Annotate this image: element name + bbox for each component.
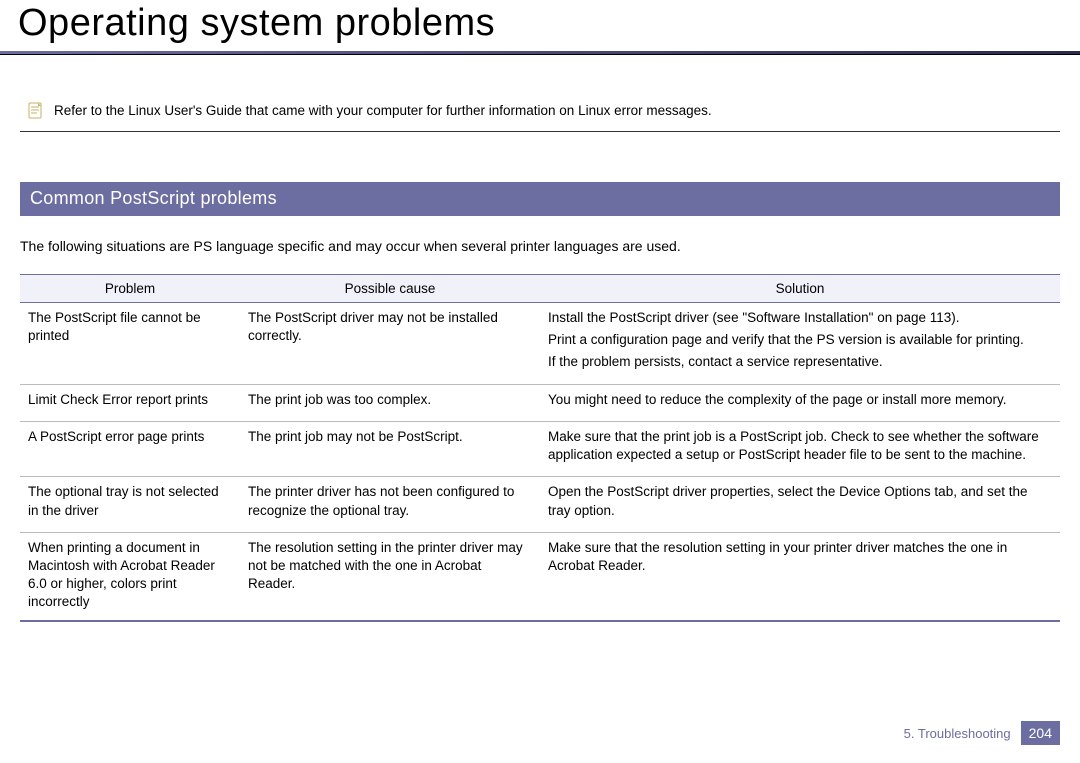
solution-line: Make sure that the print job is a PostSc… (548, 428, 1052, 464)
note-text: Refer to the Linux User's Guide that cam… (54, 101, 712, 118)
cell-cause: The PostScript driver may not be install… (240, 303, 540, 385)
table-row: A PostScript error page printsThe print … (20, 421, 1060, 476)
cell-problem: The PostScript file cannot be printed (20, 303, 240, 385)
solution-line: Print a configuration page and verify th… (548, 331, 1052, 349)
cell-problem: Limit Check Error report prints (20, 384, 240, 421)
cell-solution: Open the PostScript driver properties, s… (540, 477, 1060, 532)
solution-line: Make sure that the resolution setting in… (548, 539, 1052, 575)
cell-cause: The print job was too complex. (240, 384, 540, 421)
table-row: The optional tray is not selected in the… (20, 477, 1060, 532)
problems-table: Problem Possible cause Solution The Post… (20, 274, 1060, 622)
col-problem: Problem (20, 275, 240, 303)
section-intro: The following situations are PS language… (20, 238, 1060, 254)
cell-cause: The print job may not be PostScript. (240, 421, 540, 476)
cell-problem: When printing a document in Macintosh wi… (20, 532, 240, 620)
cell-solution: Make sure that the print job is a PostSc… (540, 421, 1060, 476)
cell-problem: The optional tray is not selected in the… (20, 477, 240, 532)
note-bar: Refer to the Linux User's Guide that cam… (20, 95, 1060, 132)
table-row: The PostScript file cannot be printedThe… (20, 303, 1060, 385)
col-solution: Solution (540, 275, 1060, 303)
page-number: 204 (1021, 721, 1060, 745)
cell-solution: Install the PostScript driver (see "Soft… (540, 303, 1060, 385)
solution-line: Install the PostScript driver (see "Soft… (548, 309, 1052, 327)
table-row: When printing a document in Macintosh wi… (20, 532, 1060, 620)
cell-problem: A PostScript error page prints (20, 421, 240, 476)
solution-line: Open the PostScript driver properties, s… (548, 483, 1052, 519)
cell-solution: You might need to reduce the complexity … (540, 384, 1060, 421)
note-icon (26, 101, 46, 121)
footer-chapter: 5. Troubleshooting (904, 726, 1011, 741)
cell-cause: The printer driver has not been configur… (240, 477, 540, 532)
table-row: Limit Check Error report printsThe print… (20, 384, 1060, 421)
page-footer: 5. Troubleshooting 204 (904, 721, 1060, 745)
cell-solution: Make sure that the resolution setting in… (540, 532, 1060, 620)
title-underline (0, 51, 1080, 55)
section-header: Common PostScript problems (20, 182, 1060, 216)
col-cause: Possible cause (240, 275, 540, 303)
page-title: Operating system problems (0, 0, 1080, 51)
table-header-row: Problem Possible cause Solution (20, 275, 1060, 303)
solution-line: You might need to reduce the complexity … (548, 391, 1052, 409)
solution-line: If the problem persists, contact a servi… (548, 353, 1052, 371)
cell-cause: The resolution setting in the printer dr… (240, 532, 540, 620)
